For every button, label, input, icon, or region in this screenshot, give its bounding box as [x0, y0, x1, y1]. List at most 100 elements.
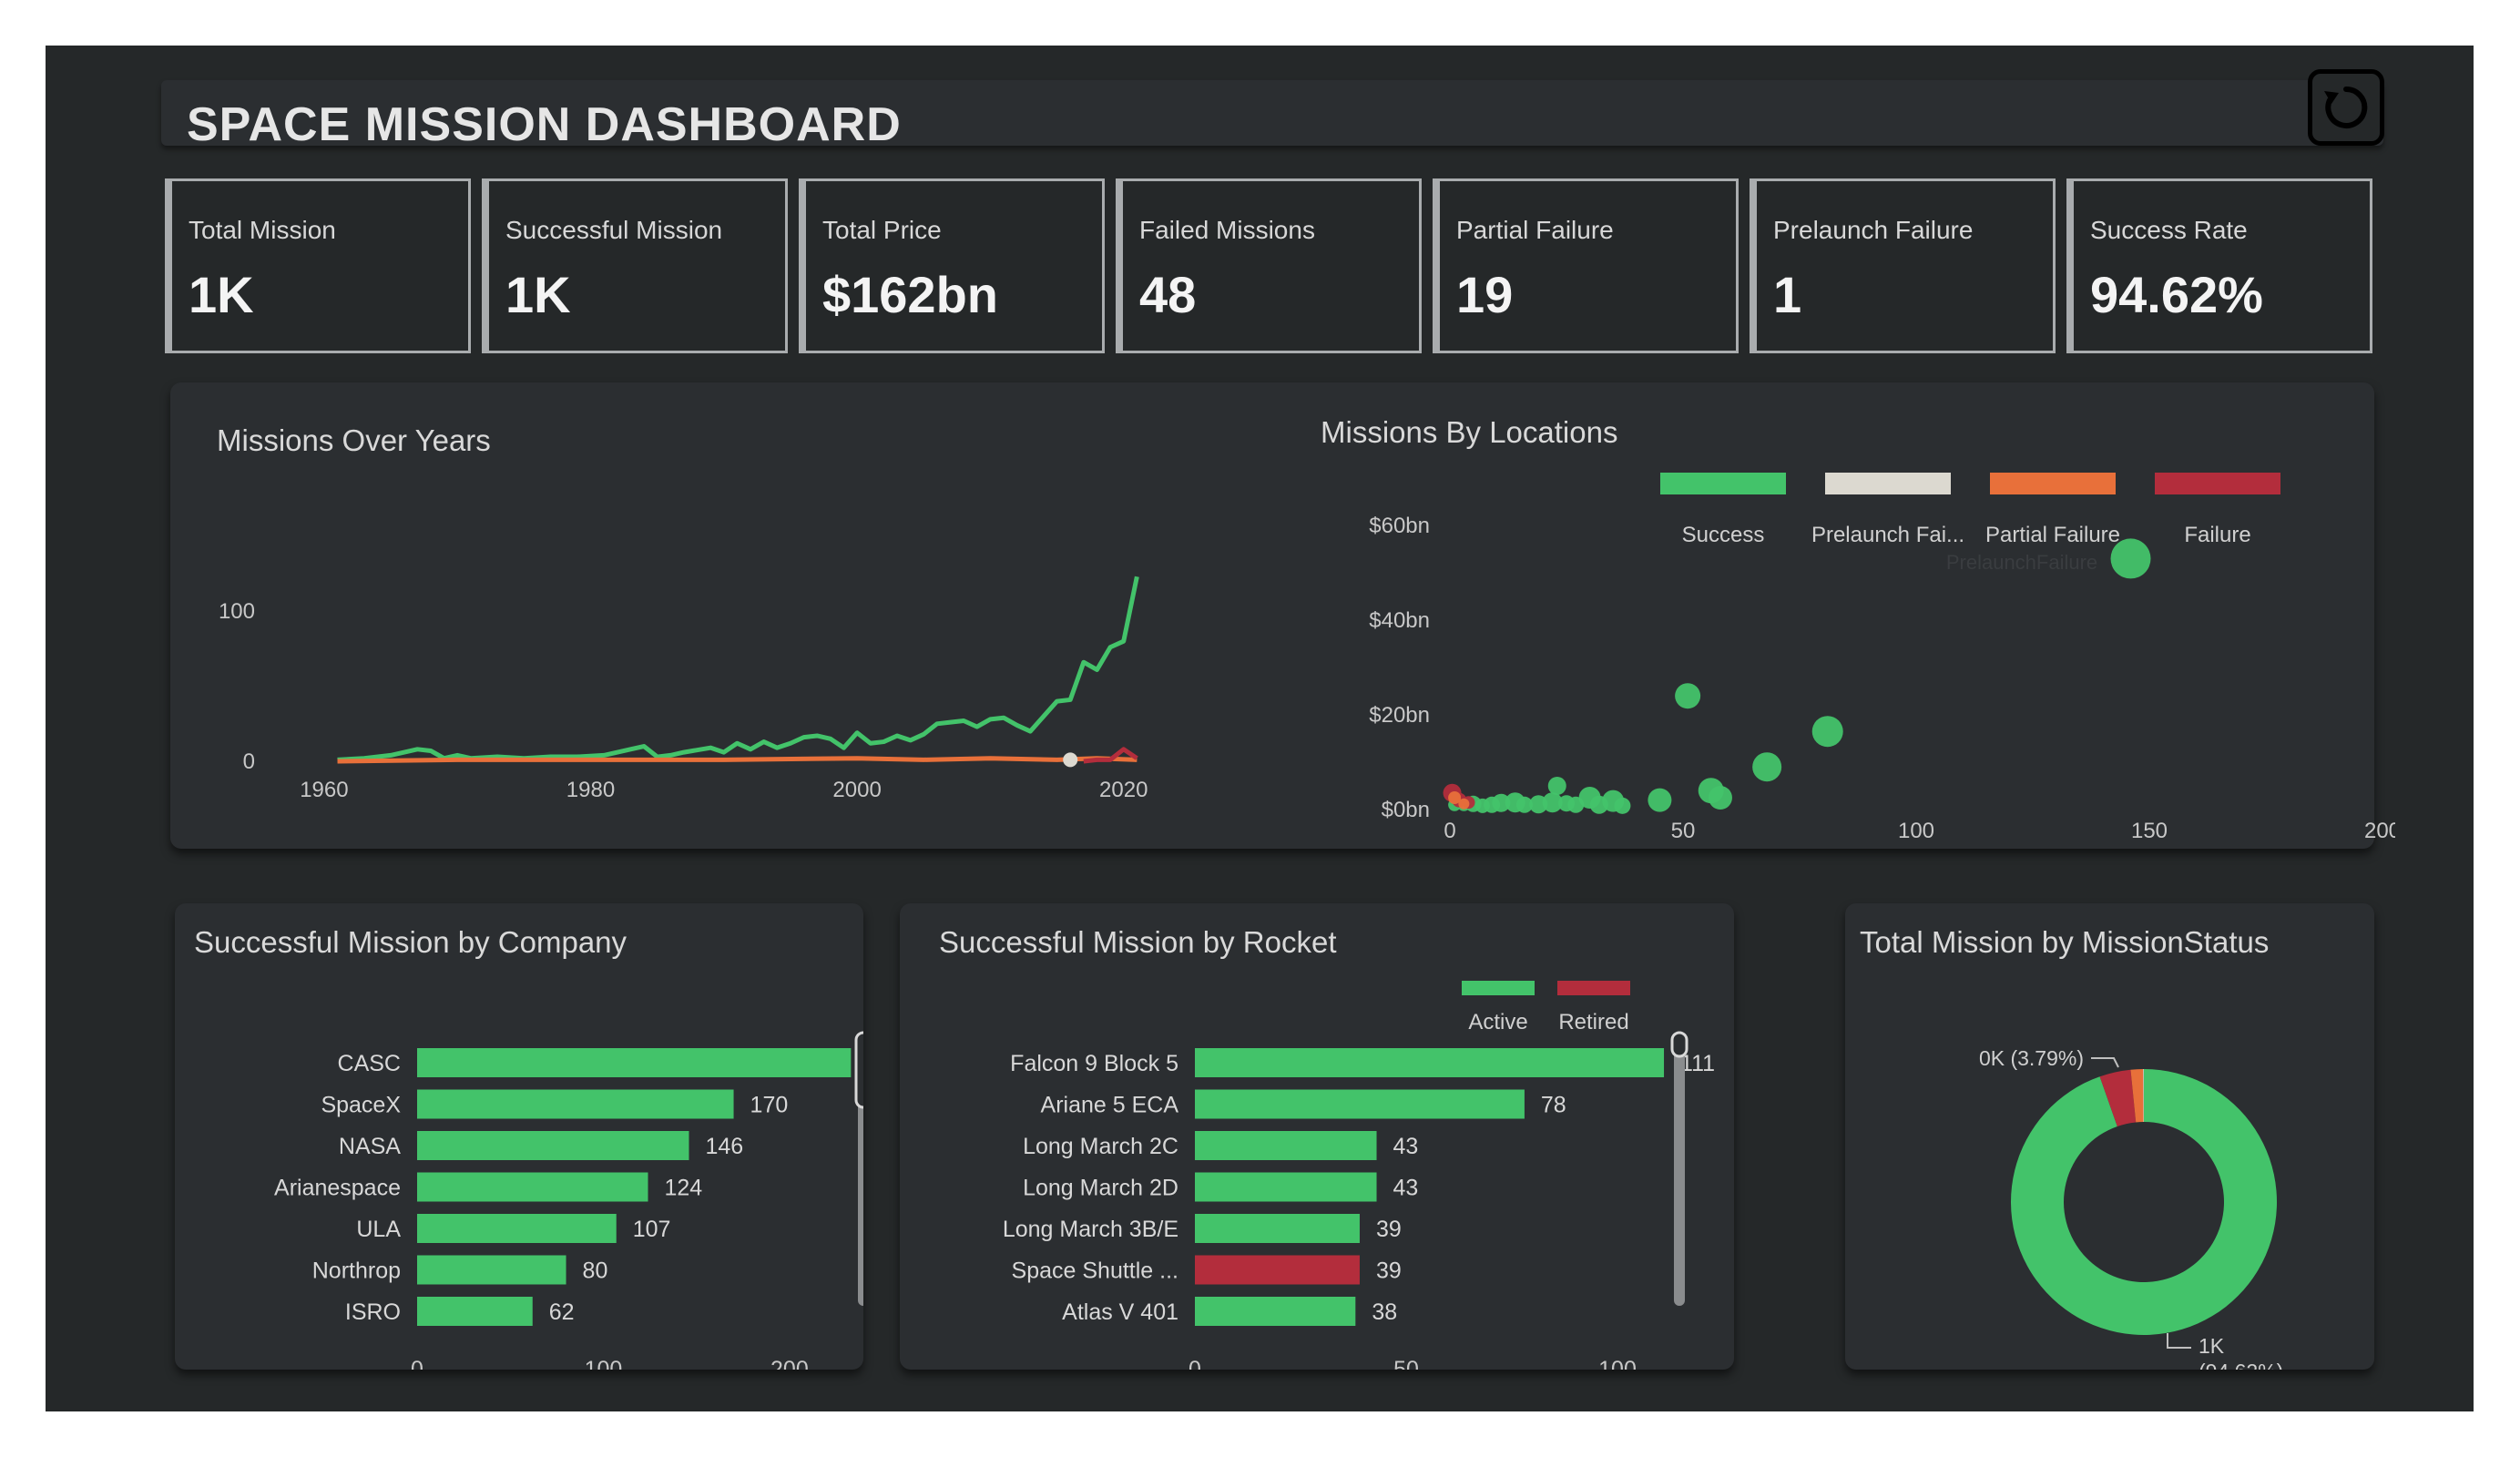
legend-label: Failure: [2184, 523, 2250, 547]
data-label: 43: [1393, 1134, 1419, 1159]
missions-over-years-title: Missions Over Years: [217, 423, 491, 457]
bar: [1195, 1255, 1360, 1285]
y-tick-label: $40bn: [1369, 608, 1430, 633]
x-tick-label: 50: [1671, 819, 1696, 843]
bar: [417, 1255, 566, 1285]
mission-status-donut: 0K (3.79%) 1K (94.62%): [1979, 1046, 2283, 1370]
kpi-successful-mission: Successful Mission 1K: [482, 178, 788, 353]
donut-label-small: 0K (3.79%): [1979, 1046, 2084, 1070]
category-label: Northrop: [312, 1258, 401, 1284]
x-tick-label: 150: [2131, 819, 2168, 843]
kpi-label: Failed Missions: [1139, 216, 1315, 244]
data-label: 39: [1376, 1258, 1402, 1284]
scatter-point: [1752, 752, 1782, 782]
x-tick-label: 1960: [300, 778, 348, 802]
data-label: 124: [665, 1176, 703, 1201]
category-label: Arianespace: [274, 1176, 401, 1201]
x-tick-label: 1980: [566, 778, 615, 802]
x-tick-label: 100: [1898, 819, 1934, 843]
bar: [417, 1131, 689, 1160]
bar: [1195, 1297, 1356, 1326]
x-tick-label: 200: [770, 1357, 809, 1370]
bar: [417, 1297, 533, 1326]
kpi-total-mission: Total Mission 1K: [165, 178, 471, 353]
kpi-value: 1: [1773, 266, 1802, 323]
scatter-point: [1708, 786, 1732, 810]
scatter-point: [1675, 683, 1701, 709]
legend-label: Active: [1468, 1010, 1527, 1034]
reset-icon: [2324, 86, 2368, 128]
kpi-value: $162bn: [822, 266, 998, 323]
kpi-value: 1K: [505, 266, 571, 323]
scatter-point: [2110, 538, 2151, 579]
scatter-point: [1492, 793, 1511, 812]
category-label: ULA: [356, 1217, 401, 1242]
legend-swatch: [2155, 473, 2280, 494]
bar: [1195, 1131, 1377, 1160]
legend-label: Success: [1682, 523, 1765, 547]
legend-label: Prelaunch Fai...: [1811, 523, 1964, 547]
missions-by-locations-title: Missions By Locations: [1321, 415, 1618, 449]
status-chart-title: Total Mission by MissionStatus: [1860, 925, 2270, 959]
kpi-label: Successful Mission: [505, 216, 723, 244]
top-charts-panel: [170, 382, 2374, 849]
kpi-failed-missions: Failed Missions 48: [1116, 178, 1422, 353]
series-line-failure: [1083, 747, 1138, 764]
leader-line: [2167, 1333, 2191, 1349]
data-label: 170: [750, 1093, 789, 1118]
data-label: 146: [705, 1134, 743, 1159]
kpi-success-rate: Success Rate 94.62%: [2066, 178, 2372, 353]
category-label: Long March 3B/E: [1003, 1217, 1178, 1242]
x-tick-label: 100: [585, 1357, 623, 1370]
data-label: 39: [1376, 1217, 1402, 1242]
faint-series-label: PrelaunchFailure: [1946, 551, 2097, 574]
donut-label-large-pct: (94.62%): [2199, 1360, 2283, 1370]
y-tick-label: 0: [243, 749, 255, 774]
missions-by-locations-chart: Success Prelaunch Fai... Partial Failure Fa…: [1369, 473, 2395, 843]
legend-swatch: [1990, 473, 2116, 494]
bar: [1195, 1172, 1377, 1202]
legend-label: Partial Failure: [1985, 523, 2120, 547]
data-label: 38: [1372, 1299, 1397, 1325]
missions-over-years-chart: 1960 1980 2000 2020 0 100: [219, 576, 1148, 802]
series-line-partial-failure: [337, 756, 1138, 764]
category-label: Long March 2C: [1023, 1134, 1178, 1159]
scatter-point: [1811, 716, 1843, 748]
category-label: Long March 2D: [1023, 1176, 1178, 1201]
x-tick-label: 2020: [1099, 778, 1148, 802]
kpi-partial-failure: Partial Failure 19: [1433, 178, 1739, 353]
kpi-label: Total Mission: [189, 216, 336, 244]
bar: [417, 1214, 617, 1243]
kpi-value: 19: [1456, 266, 1514, 323]
series-point-prelaunch-failure: [1063, 752, 1078, 768]
scatter-point: [1542, 792, 1563, 813]
data-label: 43: [1393, 1176, 1419, 1201]
category-label: Ariane 5 ECA: [1041, 1093, 1179, 1118]
company-chart-title: Successful Mission by Company: [194, 925, 627, 959]
donut-slice-prelaunch-failure: [2143, 1069, 2144, 1123]
legend-swatch: [1660, 473, 1786, 494]
bar: [417, 1089, 734, 1119]
legend-swatch: [1462, 981, 1535, 995]
reset-button[interactable]: [2308, 69, 2384, 146]
rocket-bar-chart: Active Retired Falcon 9 Block 5 111 Ariane 5…: [1003, 981, 1715, 1370]
data-label: 78: [1541, 1093, 1566, 1118]
dashboard-canvas: SPACE MISSION DASHBOARD Total Mission 1K…: [46, 46, 2474, 1411]
page-title: SPACE MISSION DASHBOARD: [187, 98, 902, 151]
scatter-point: [1648, 788, 1672, 812]
scatter-point: [1448, 791, 1462, 804]
scatter-point: [1458, 798, 1470, 810]
scrollbar-thumb: [854, 1031, 863, 1109]
y-tick-label: $0bn: [1382, 798, 1430, 822]
scatter-point: [1547, 777, 1566, 795]
bar: [417, 1172, 648, 1202]
category-label: SpaceX: [321, 1093, 401, 1118]
kpi-value: 48: [1139, 266, 1197, 323]
category-label: CASC: [338, 1051, 401, 1076]
data-label: 62: [549, 1299, 575, 1325]
kpi-label: Total Price: [822, 216, 942, 244]
category-label: Atlas V 401: [1062, 1299, 1178, 1325]
kpi-label: Success Rate: [2090, 216, 2248, 244]
y-tick-label: $20bn: [1369, 703, 1430, 728]
kpi-value: 1K: [189, 266, 254, 323]
